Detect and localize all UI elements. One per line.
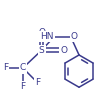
- Text: O: O: [71, 32, 78, 41]
- Text: F: F: [20, 82, 25, 91]
- Text: F: F: [3, 63, 8, 72]
- Text: HN: HN: [41, 32, 54, 41]
- Text: O: O: [60, 46, 67, 55]
- Text: S: S: [39, 46, 45, 55]
- Text: O: O: [38, 28, 45, 37]
- Text: F: F: [35, 78, 40, 87]
- Text: C: C: [20, 63, 26, 72]
